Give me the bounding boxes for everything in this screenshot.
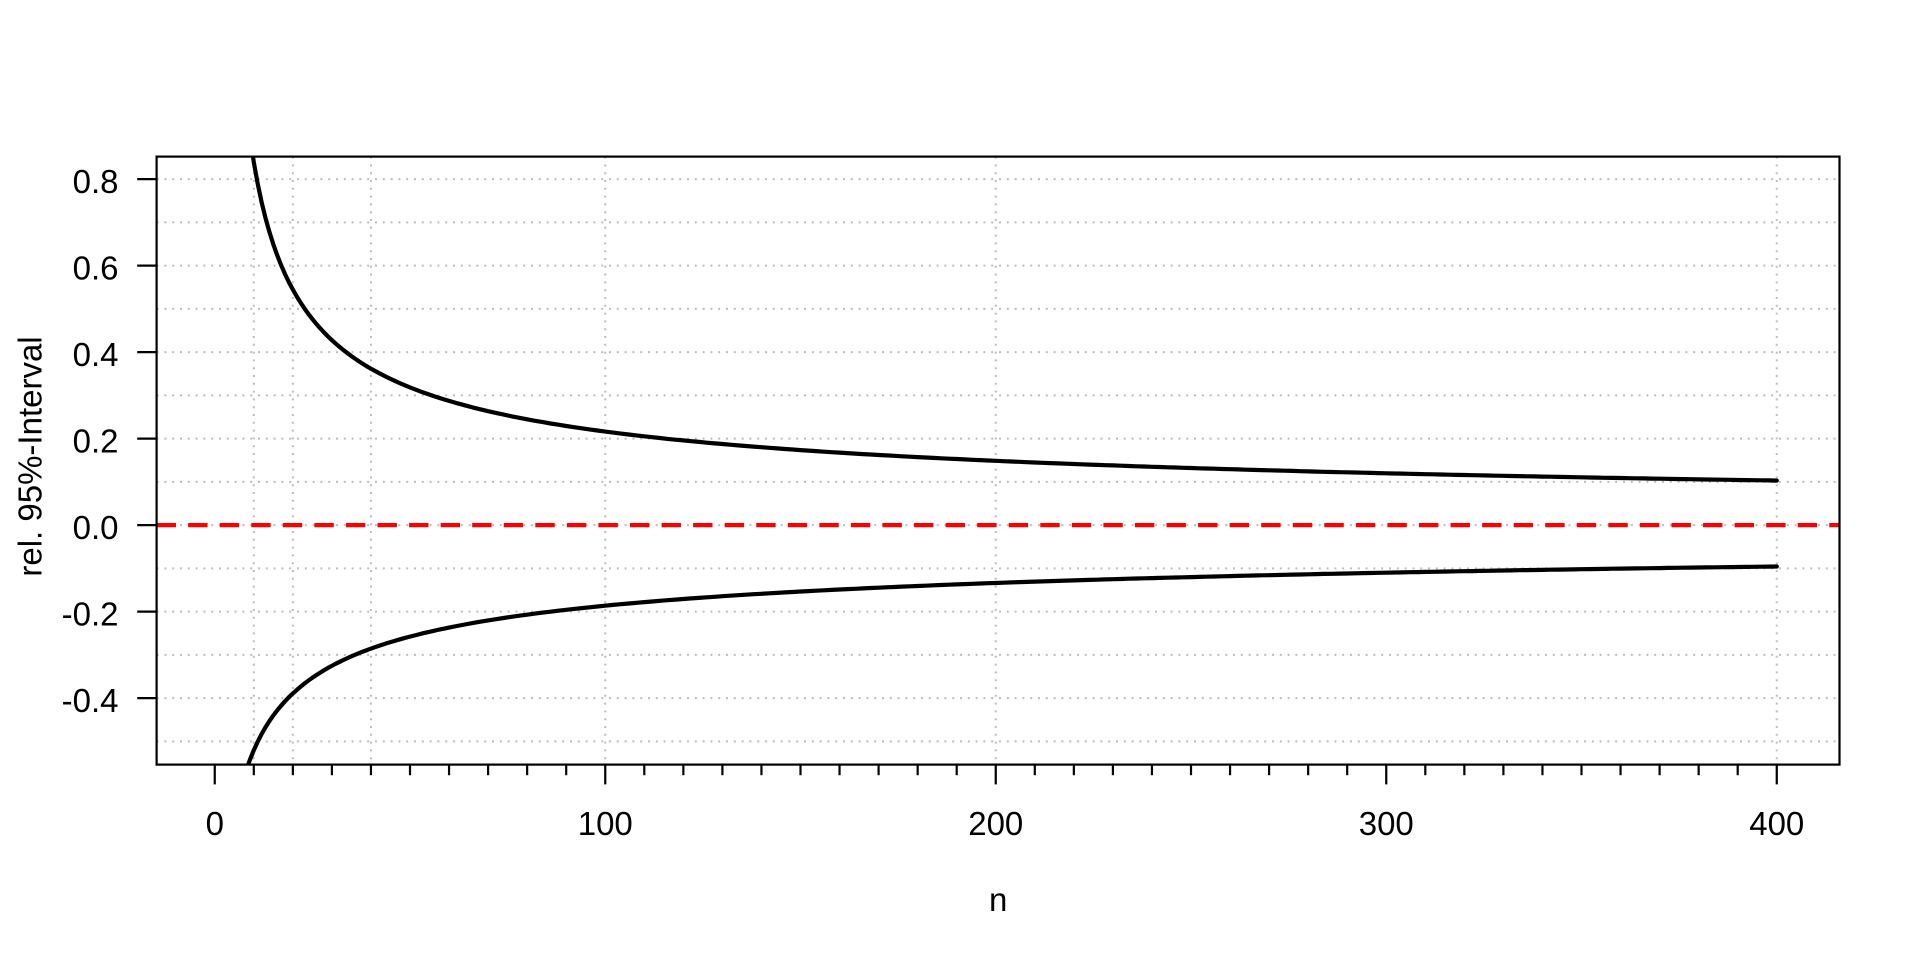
svg-text:0.8: 0.8 xyxy=(73,163,119,200)
svg-text:400: 400 xyxy=(1749,805,1804,842)
svg-text:0.2: 0.2 xyxy=(73,422,119,459)
svg-text:0: 0 xyxy=(206,805,224,842)
svg-text:0.0: 0.0 xyxy=(73,509,119,546)
svg-text:300: 300 xyxy=(1359,805,1414,842)
svg-text:0.6: 0.6 xyxy=(73,249,119,286)
svg-text:-0.2: -0.2 xyxy=(62,595,119,632)
svg-text:100: 100 xyxy=(578,805,633,842)
svg-text:200: 200 xyxy=(968,805,1023,842)
svg-text:n: n xyxy=(989,881,1007,918)
svg-text:0.4: 0.4 xyxy=(73,336,119,373)
svg-text:-0.4: -0.4 xyxy=(62,682,119,719)
svg-text:rel. 95%-Interval: rel. 95%-Interval xyxy=(12,336,49,576)
